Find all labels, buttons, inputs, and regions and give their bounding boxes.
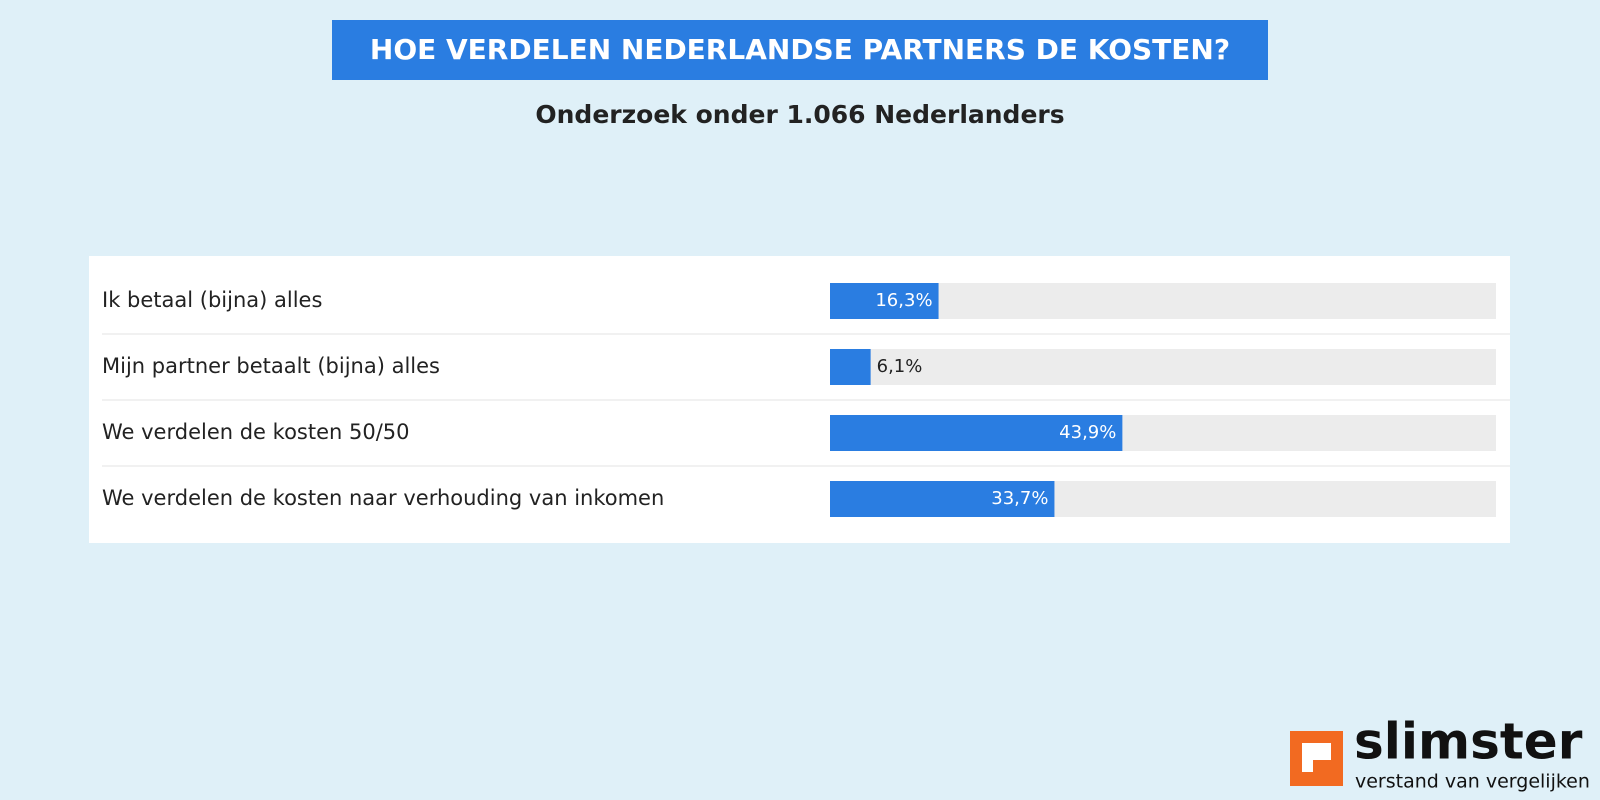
- bar: [830, 283, 939, 319]
- logo: slimster verstand van vergelijken: [1290, 713, 1590, 793]
- chart-subtitle: Onderzoek onder 1.066 Nederlanders: [535, 100, 1064, 129]
- bar: [830, 349, 871, 385]
- logo-name: slimster: [1354, 713, 1583, 771]
- value-label: 16,3%: [875, 290, 932, 311]
- category-label: Ik betaal (bijna) alles: [102, 288, 322, 312]
- bar: [830, 481, 1055, 517]
- value-label: 33,7%: [991, 488, 1048, 509]
- logo-icon-corner: [1313, 760, 1331, 774]
- bar: [830, 415, 1123, 451]
- category-label: Mijn partner betaalt (bijna) alles: [102, 354, 440, 378]
- category-label: We verdelen de kosten naar verhouding va…: [102, 486, 664, 510]
- bar-track: [830, 349, 1496, 385]
- chart-title: HOE VERDELEN NEDERLANDSE PARTNERS DE KOS…: [370, 33, 1230, 66]
- bar-track: [830, 283, 1496, 319]
- value-label: 6,1%: [877, 356, 923, 377]
- category-label: We verdelen de kosten 50/50: [102, 420, 410, 444]
- title-box: [332, 20, 1268, 80]
- logo-tagline: verstand van vergelijken: [1355, 771, 1590, 793]
- value-label: 43,9%: [1059, 422, 1116, 443]
